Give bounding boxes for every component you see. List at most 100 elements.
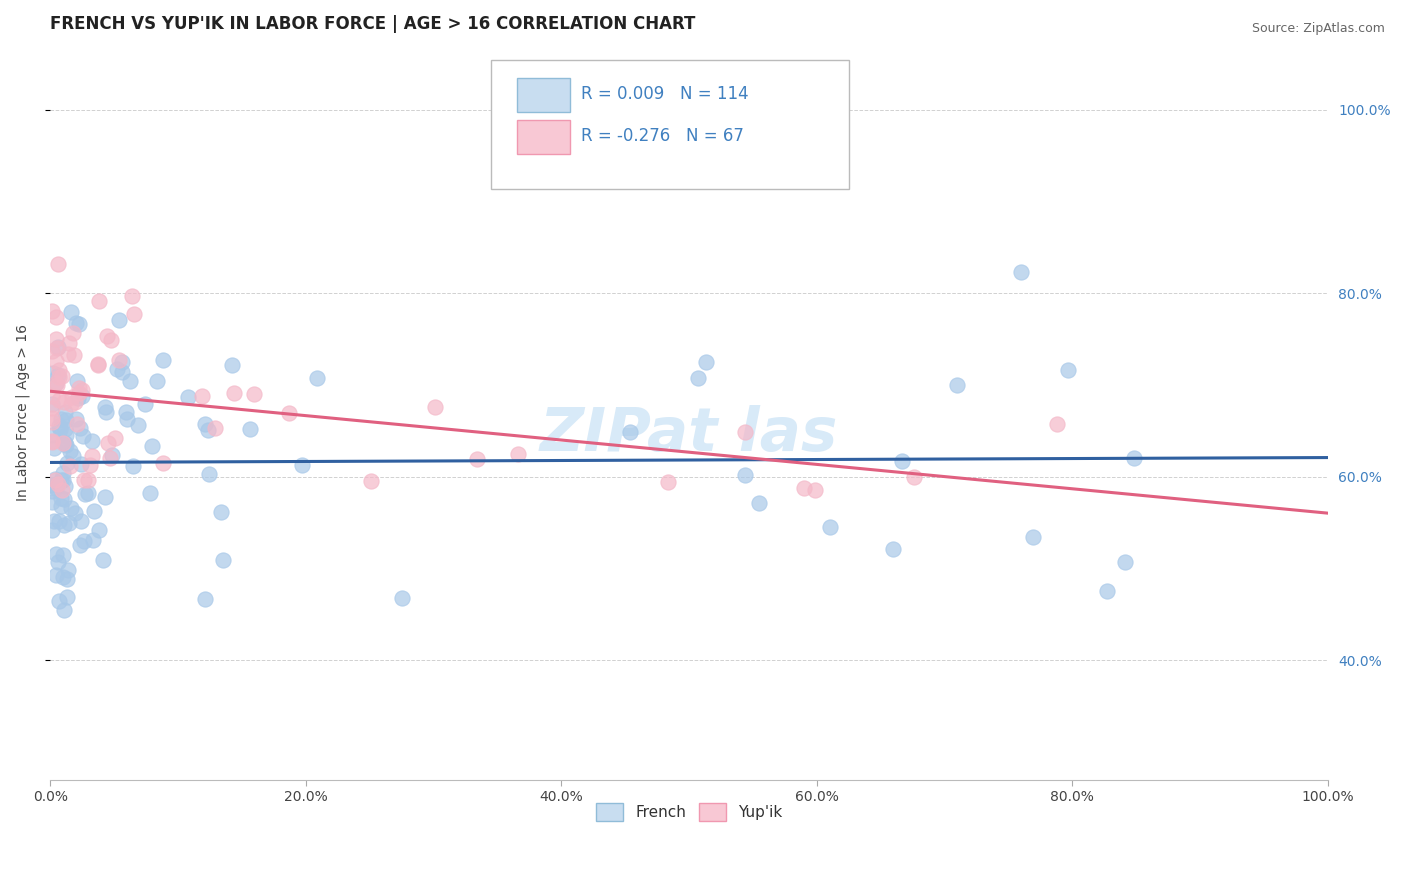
Point <box>72 389 94 403</box>
Point <box>242 387 264 401</box>
Point <box>52 570 75 584</box>
Point <box>45 481 67 495</box>
Point <box>1010 265 1032 279</box>
Point <box>41 434 63 448</box>
Y-axis label: In Labor Force | Age > 16: In Labor Force | Age > 16 <box>15 324 30 501</box>
Point <box>55 428 77 442</box>
Point <box>41 427 63 442</box>
Point <box>63 394 86 409</box>
Point <box>98 451 121 466</box>
Point <box>76 485 98 500</box>
Point <box>53 405 76 419</box>
Point <box>49 491 72 506</box>
Point <box>803 483 825 498</box>
Point <box>108 313 131 327</box>
Point <box>62 449 84 463</box>
Point <box>360 475 382 489</box>
FancyBboxPatch shape <box>516 120 571 153</box>
Point <box>882 541 904 556</box>
Point <box>56 591 79 605</box>
Point <box>46 339 69 353</box>
Point <box>508 447 530 461</box>
Point <box>122 458 145 473</box>
Point <box>59 443 82 458</box>
Point <box>198 467 221 481</box>
Point <box>1057 363 1080 377</box>
Point <box>152 456 174 470</box>
Point <box>44 310 66 325</box>
Point <box>425 400 447 414</box>
Point <box>45 567 67 582</box>
Point <box>46 476 69 491</box>
Point <box>1022 531 1045 545</box>
Point <box>122 306 145 320</box>
Point <box>657 475 679 490</box>
Point <box>53 603 76 617</box>
Point <box>65 316 87 330</box>
Point <box>222 386 245 401</box>
Point <box>58 347 80 361</box>
Point <box>73 534 96 549</box>
Point <box>87 523 110 537</box>
Point <box>72 383 94 397</box>
Point <box>52 435 75 450</box>
Point <box>52 518 75 533</box>
Point <box>63 348 86 362</box>
Point <box>48 362 70 376</box>
Point <box>48 593 70 607</box>
Point <box>41 366 63 380</box>
Point <box>139 485 162 500</box>
Point <box>56 563 79 577</box>
Point <box>70 457 93 471</box>
Point <box>688 371 710 385</box>
Point <box>104 431 127 445</box>
Point <box>212 553 235 567</box>
Point <box>41 477 63 491</box>
Point <box>204 421 226 435</box>
Point <box>695 355 717 369</box>
Point <box>1114 555 1136 569</box>
Point <box>239 422 262 436</box>
Point <box>818 519 841 533</box>
Point <box>41 389 63 403</box>
Point <box>70 514 93 528</box>
Text: ZIPat las: ZIPat las <box>540 405 838 464</box>
Point <box>46 341 69 355</box>
Point <box>194 591 217 606</box>
Point <box>76 473 98 487</box>
Point <box>66 391 89 405</box>
Point <box>42 514 65 528</box>
Point <box>66 417 89 432</box>
Point <box>748 496 770 510</box>
Point <box>69 421 91 435</box>
Point <box>44 472 66 486</box>
Point <box>69 538 91 552</box>
Point <box>117 412 139 426</box>
Point <box>87 357 110 371</box>
Point <box>53 422 76 436</box>
Point <box>793 481 815 495</box>
Point <box>59 305 82 319</box>
Point <box>619 425 641 439</box>
Point <box>134 397 156 411</box>
Point <box>41 495 63 509</box>
Point <box>48 393 70 408</box>
Point <box>105 362 128 376</box>
Point <box>83 504 105 518</box>
Point <box>94 405 117 419</box>
Point <box>94 490 117 504</box>
Point <box>51 483 73 497</box>
Point <box>114 405 136 419</box>
Point <box>111 355 134 369</box>
Point <box>58 516 80 531</box>
Point <box>118 374 141 388</box>
Point <box>734 425 756 439</box>
Point <box>41 434 63 449</box>
Point <box>58 335 80 350</box>
Point <box>41 524 63 538</box>
Point <box>277 406 299 420</box>
Point <box>79 458 101 473</box>
Point <box>121 289 143 303</box>
Point <box>41 401 63 415</box>
Point <box>55 412 77 426</box>
